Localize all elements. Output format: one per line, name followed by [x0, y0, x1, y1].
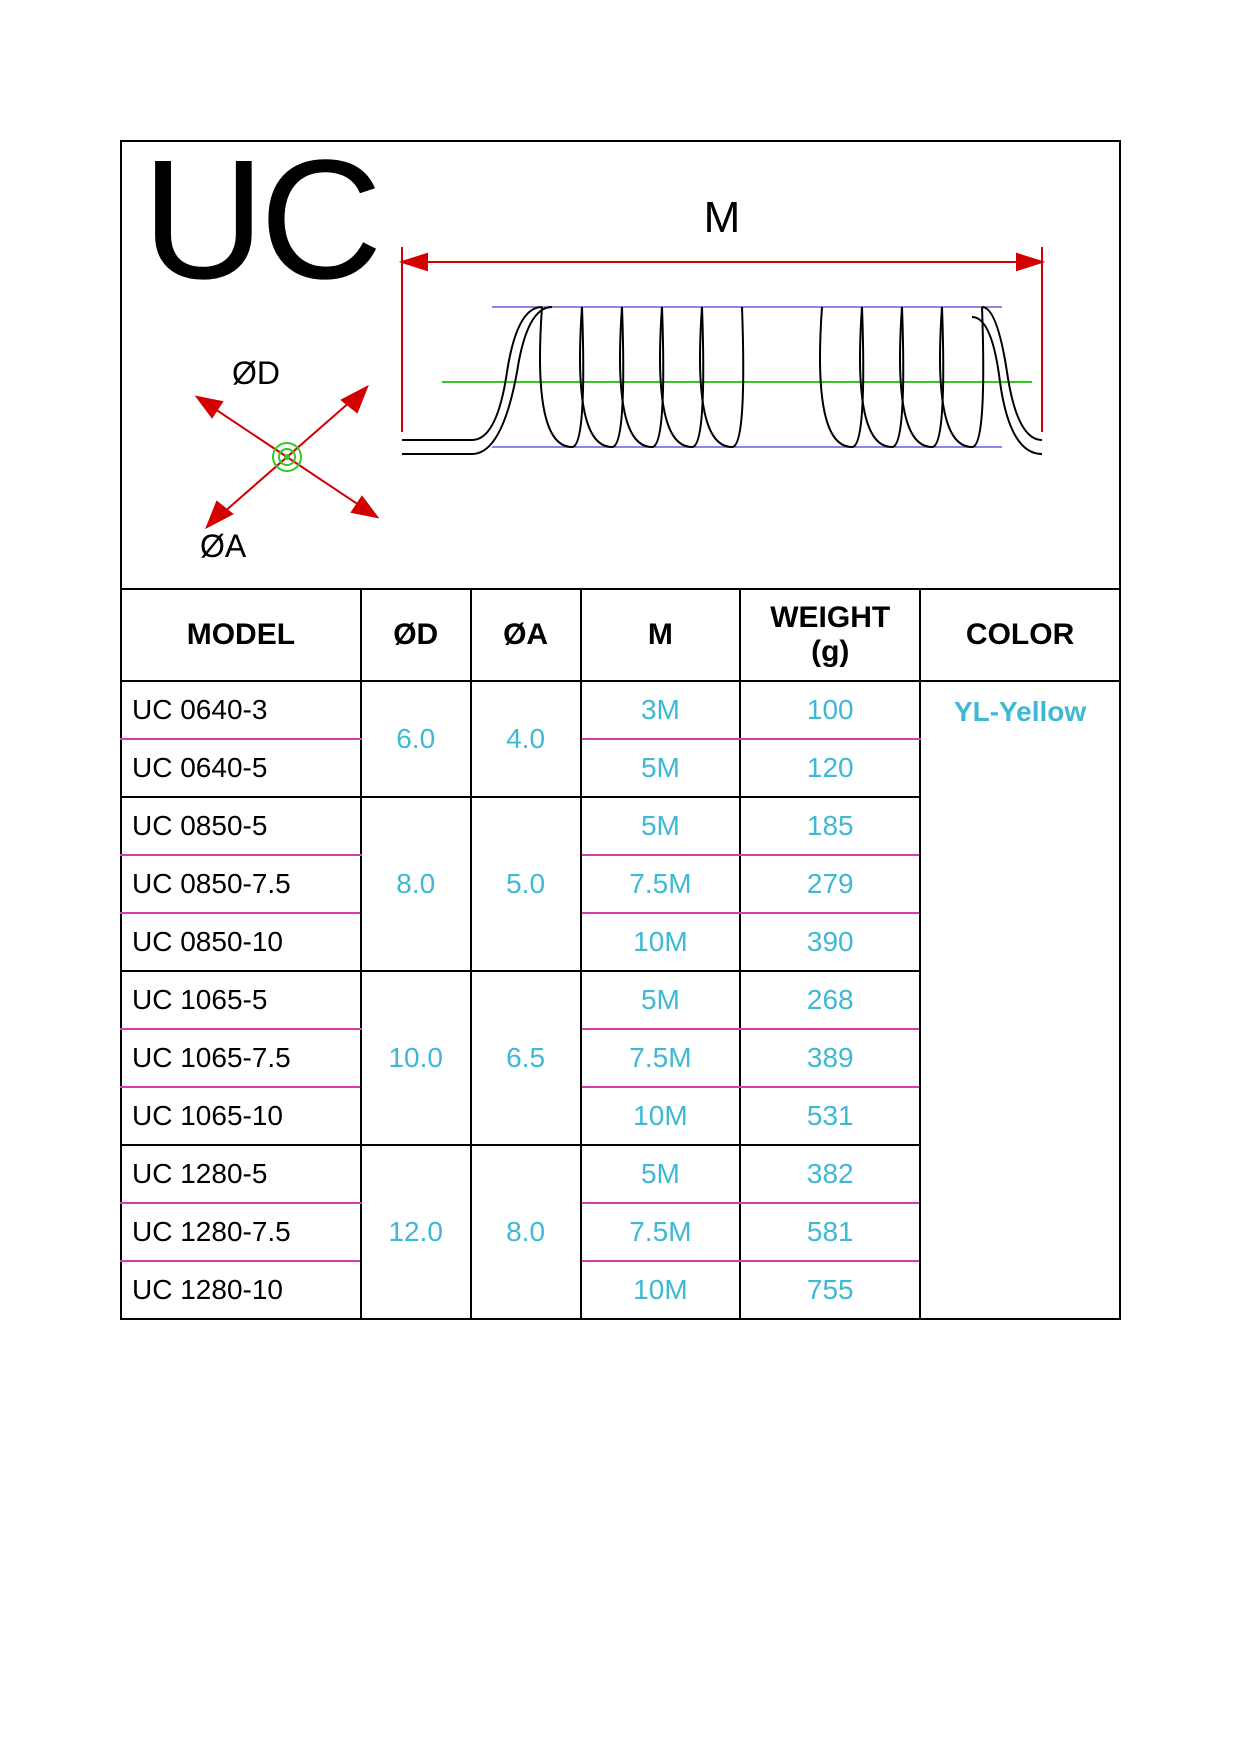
- cell-oa: 6.5: [471, 971, 581, 1145]
- cell-m: 3M: [581, 681, 741, 739]
- cell-oa: 8.0: [471, 1145, 581, 1319]
- table-header-row: MODEL ØD ØA M WEIGHT(g) COLOR: [121, 589, 1120, 681]
- cell-m: 7.5M: [581, 1203, 741, 1261]
- table-row: UC 0640-36.04.03M100YL-Yellow: [121, 681, 1120, 739]
- cell-m: 5M: [581, 739, 741, 797]
- col-od: ØD: [361, 589, 471, 681]
- cell-weight: 268: [740, 971, 920, 1029]
- cell-weight: 185: [740, 797, 920, 855]
- cell-od: 12.0: [361, 1145, 471, 1319]
- cell-weight: 755: [740, 1261, 920, 1319]
- cell-m: 7.5M: [581, 855, 741, 913]
- cell-od: 8.0: [361, 797, 471, 971]
- cell-weight: 100: [740, 681, 920, 739]
- series-title: UC: [142, 122, 378, 318]
- cell-m: 10M: [581, 1261, 741, 1319]
- cell-model: UC 1280-5: [121, 1145, 361, 1203]
- col-model: MODEL: [121, 589, 361, 681]
- col-m: M: [581, 589, 741, 681]
- cell-model: UC 1065-10: [121, 1087, 361, 1145]
- cell-model: UC 1065-5: [121, 971, 361, 1029]
- cell-od: 10.0: [361, 971, 471, 1145]
- dim-label-od: ØD: [232, 355, 280, 391]
- cell-model: UC 1280-10: [121, 1261, 361, 1319]
- cell-weight: 389: [740, 1029, 920, 1087]
- col-oa: ØA: [471, 589, 581, 681]
- spec-table: MODEL ØD ØA M WEIGHT(g) COLOR UC 0640-36…: [120, 588, 1121, 1320]
- col-weight: WEIGHT(g): [740, 589, 920, 681]
- cell-weight: 390: [740, 913, 920, 971]
- cell-weight: 120: [740, 739, 920, 797]
- cell-model: UC 1280-7.5: [121, 1203, 361, 1261]
- cell-od: 6.0: [361, 681, 471, 797]
- cell-model: UC 0640-5: [121, 739, 361, 797]
- cell-model: UC 0850-5: [121, 797, 361, 855]
- cell-color: YL-Yellow: [920, 681, 1120, 1319]
- coil-diagram: M: [382, 172, 1062, 532]
- cell-weight: 279: [740, 855, 920, 913]
- cell-m: 7.5M: [581, 1029, 741, 1087]
- cell-weight: 531: [740, 1087, 920, 1145]
- cell-m: 5M: [581, 1145, 741, 1203]
- dim-label-oa: ØA: [200, 528, 247, 562]
- diagram-panel: UC M: [120, 140, 1121, 590]
- cell-model: UC 0640-3: [121, 681, 361, 739]
- cell-m: 10M: [581, 913, 741, 971]
- cell-m: 10M: [581, 1087, 741, 1145]
- cell-oa: 5.0: [471, 797, 581, 971]
- dim-label-m: M: [704, 193, 741, 242]
- cell-model: UC 0850-10: [121, 913, 361, 971]
- cross-section-diagram: ØD ØA: [182, 342, 402, 562]
- cell-weight: 382: [740, 1145, 920, 1203]
- cell-m: 5M: [581, 971, 741, 1029]
- cell-weight: 581: [740, 1203, 920, 1261]
- cell-oa: 4.0: [471, 681, 581, 797]
- spec-sheet: UC M: [0, 0, 1241, 1754]
- cell-m: 5M: [581, 797, 741, 855]
- cell-model: UC 1065-7.5: [121, 1029, 361, 1087]
- col-color: COLOR: [920, 589, 1120, 681]
- cell-model: UC 0850-7.5: [121, 855, 361, 913]
